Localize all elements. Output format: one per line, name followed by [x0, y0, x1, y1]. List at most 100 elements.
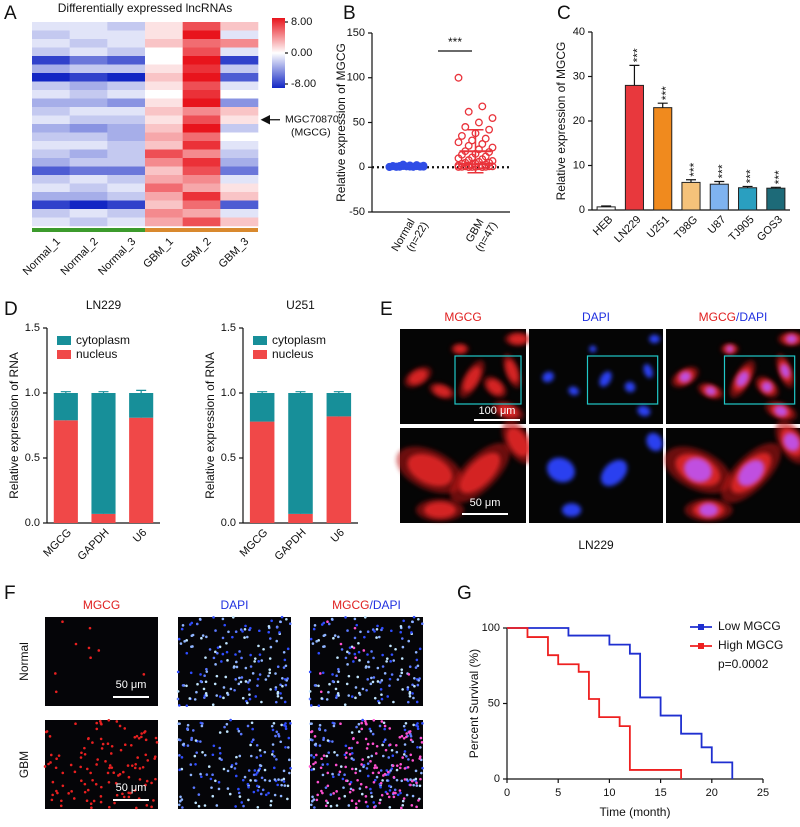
cell-nucleus: [643, 364, 653, 378]
signal-dot: [74, 722, 77, 725]
nucleus-dot: [346, 650, 349, 654]
signal-dot: [138, 778, 142, 781]
bar: [681, 181, 701, 211]
legend-label: Low MGCG: [718, 619, 781, 633]
heatmap-cell: [145, 217, 183, 227]
nucleus-dot: [256, 677, 260, 681]
nucleus-dot: [381, 653, 384, 657]
nucleus-dot: [372, 676, 376, 679]
cell-nucleus: [761, 381, 773, 393]
signal-dot: [61, 784, 65, 788]
cell-nucleus: [646, 432, 663, 452]
colorbar-label: 0.00: [291, 47, 312, 59]
nucleus-dot: [406, 686, 410, 689]
nucleus-dot: [339, 765, 343, 768]
heatmap-cell: [220, 64, 259, 74]
nucleus-dot: [217, 780, 221, 784]
micrograph: [529, 428, 663, 523]
nucleus-dot: [250, 740, 254, 744]
heatmap-cell: [107, 30, 146, 40]
nucleus-dot: [222, 767, 226, 771]
scale-bar-label: 100 μm: [479, 405, 516, 417]
heatmap-cell: [145, 200, 183, 210]
nucleus-dot: [254, 695, 258, 698]
nucleus-dot: [311, 795, 314, 799]
bar-segment: [91, 513, 116, 523]
nucleus-dot: [411, 794, 415, 798]
signal-dot: [108, 766, 111, 770]
nucleus-dot: [218, 731, 222, 734]
nucleus-dot: [256, 789, 260, 792]
heatmap-title: Differentially expressed lncRNAs: [58, 1, 233, 15]
nucleus-dot: [310, 704, 313, 707]
heatmap-cell: [182, 39, 221, 48]
error-bar: [629, 64, 640, 86]
panel-letter: F: [4, 583, 16, 604]
nucleus-dot: [190, 634, 194, 638]
category-label: GOS3: [755, 214, 785, 244]
heatmap-cell: [107, 56, 146, 65]
signal-dot: [107, 718, 111, 722]
cell-nucleus: [599, 371, 612, 387]
nucleus-dot: [250, 721, 254, 725]
annotation: MGC70870: [285, 114, 339, 126]
nucleus-dot: [364, 666, 368, 669]
nucleus-dot: [284, 683, 288, 687]
heatmap-cell: [182, 192, 221, 201]
x-tick-label: 25: [757, 787, 769, 799]
nucleus-dot: [366, 805, 369, 808]
y-tick-label: 0.0: [25, 517, 40, 529]
heatmap-cell: [69, 132, 108, 142]
nucleus-dot: [237, 729, 241, 733]
nucleus-dot: [346, 629, 349, 632]
nucleus-dot: [366, 678, 370, 681]
nucleus-dot: [251, 672, 255, 675]
signal-dot: [377, 771, 381, 775]
nucleus-dot: [276, 694, 280, 698]
heatmap-cell: [69, 209, 108, 218]
heatmap-cell: [69, 141, 108, 150]
survival-curve: [507, 627, 734, 779]
nucleus-dot: [348, 651, 351, 655]
nucleus-dot: [220, 758, 223, 762]
signal-dot: [112, 771, 116, 775]
nucleus-dot: [185, 684, 188, 688]
nucleus-dot: [222, 696, 225, 700]
nucleus-dot: [336, 692, 340, 695]
nucleus-dot: [283, 700, 287, 704]
nucleus-dot: [241, 630, 244, 633]
nucleus-dot: [407, 758, 410, 761]
signal-dot: [150, 805, 153, 809]
nucleus-dot: [237, 787, 240, 791]
signal-dot: [133, 789, 137, 792]
nucleus-dot: [269, 645, 273, 649]
nucleus-dot: [279, 692, 282, 695]
signal-dot: [108, 805, 111, 809]
nucleus-dot: [362, 765, 365, 769]
signal-dot: [136, 756, 139, 759]
nucleus-dot: [419, 746, 422, 749]
signal-dot: [380, 720, 384, 723]
heatmap-cell: [69, 56, 108, 65]
signal-dot: [83, 782, 87, 786]
bar-segment: [129, 393, 154, 418]
nucleus-dot: [225, 730, 229, 733]
heatmap-cell: [69, 64, 108, 74]
nucleus-dot: [313, 806, 316, 809]
error-bar: [657, 102, 668, 108]
nucleus-dot: [366, 653, 369, 656]
nucleus-dot: [288, 771, 291, 775]
error-bar: [770, 186, 781, 189]
nucleus-dot: [359, 630, 362, 634]
panel-letter: E: [380, 299, 393, 320]
signal-dot: [126, 764, 130, 767]
heatmap-cell: [145, 175, 183, 184]
nucleus-dot: [418, 784, 422, 788]
nucleus-dot: [287, 736, 291, 740]
nucleus-dot: [180, 798, 184, 801]
nucleus-dot: [357, 650, 361, 654]
nucleus-dot: [243, 636, 246, 639]
nucleus-dot: [408, 694, 412, 698]
signal-dot: [108, 764, 112, 767]
nucleus-dot: [264, 793, 268, 797]
